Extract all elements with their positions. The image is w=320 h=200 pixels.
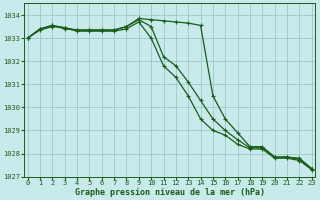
X-axis label: Graphe pression niveau de la mer (hPa): Graphe pression niveau de la mer (hPa): [75, 188, 265, 197]
